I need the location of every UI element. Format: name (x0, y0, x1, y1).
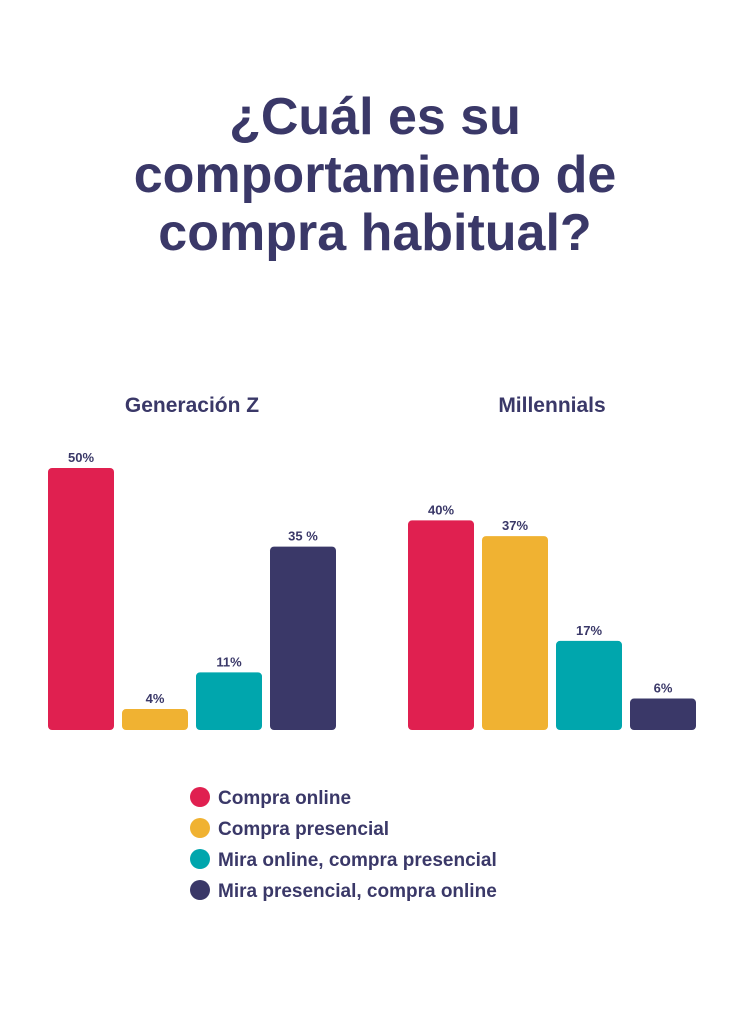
chart-title: ¿Cuál es su comportamiento de compra hab… (133, 88, 617, 262)
legend-marker (190, 787, 210, 807)
bar (48, 468, 114, 730)
value-label: 4% (146, 691, 165, 706)
bar (630, 698, 696, 730)
value-label: 50% (68, 450, 94, 465)
legend-marker (190, 849, 210, 869)
bar (270, 546, 336, 730)
legend-label: Mira presencial, compra online (218, 881, 497, 902)
legend-marker (190, 880, 210, 900)
bar (408, 520, 474, 730)
legend-label: Mira online, compra presencial (218, 850, 497, 871)
bar (482, 536, 548, 730)
legend-marker (190, 818, 210, 838)
value-label: 37% (502, 518, 528, 533)
value-label: 11% (216, 654, 242, 669)
bar (196, 672, 262, 730)
group-label: Millennials (498, 394, 605, 417)
value-label: 17% (576, 623, 602, 638)
value-label: 40% (428, 502, 454, 517)
value-label: 6% (654, 681, 673, 696)
group-label: Generación Z (125, 394, 259, 417)
bar (122, 709, 188, 730)
value-label: 35 % (288, 529, 318, 544)
legend-label: Compra presencial (218, 819, 389, 840)
bar (556, 640, 622, 730)
legend-label: Compra online (218, 788, 351, 809)
